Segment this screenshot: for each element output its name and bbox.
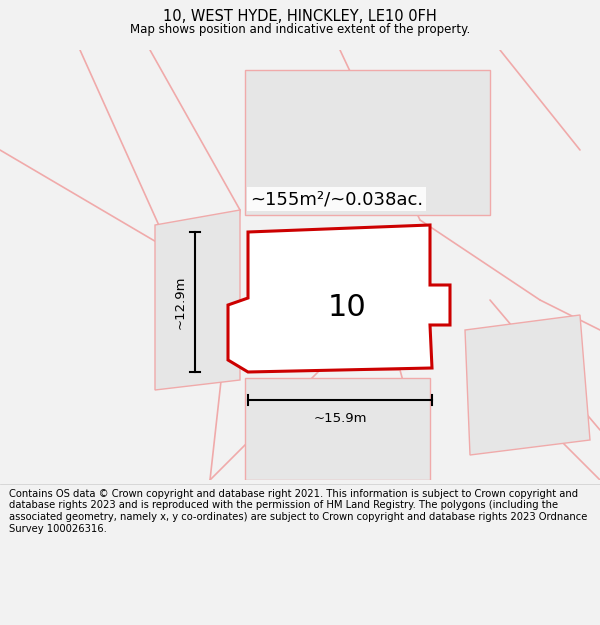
Text: 10: 10	[328, 292, 367, 322]
Text: ~155m²/~0.038ac.: ~155m²/~0.038ac.	[250, 190, 423, 208]
Polygon shape	[228, 225, 450, 372]
Text: Map shows position and indicative extent of the property.: Map shows position and indicative extent…	[130, 23, 470, 36]
Polygon shape	[155, 210, 240, 390]
Text: ~12.9m: ~12.9m	[174, 275, 187, 329]
Text: Contains OS data © Crown copyright and database right 2021. This information is : Contains OS data © Crown copyright and d…	[9, 489, 587, 534]
Polygon shape	[245, 378, 430, 480]
Polygon shape	[245, 70, 490, 215]
Text: 10, WEST HYDE, HINCKLEY, LE10 0FH: 10, WEST HYDE, HINCKLEY, LE10 0FH	[163, 9, 437, 24]
Polygon shape	[465, 315, 590, 455]
Text: ~15.9m: ~15.9m	[313, 412, 367, 425]
